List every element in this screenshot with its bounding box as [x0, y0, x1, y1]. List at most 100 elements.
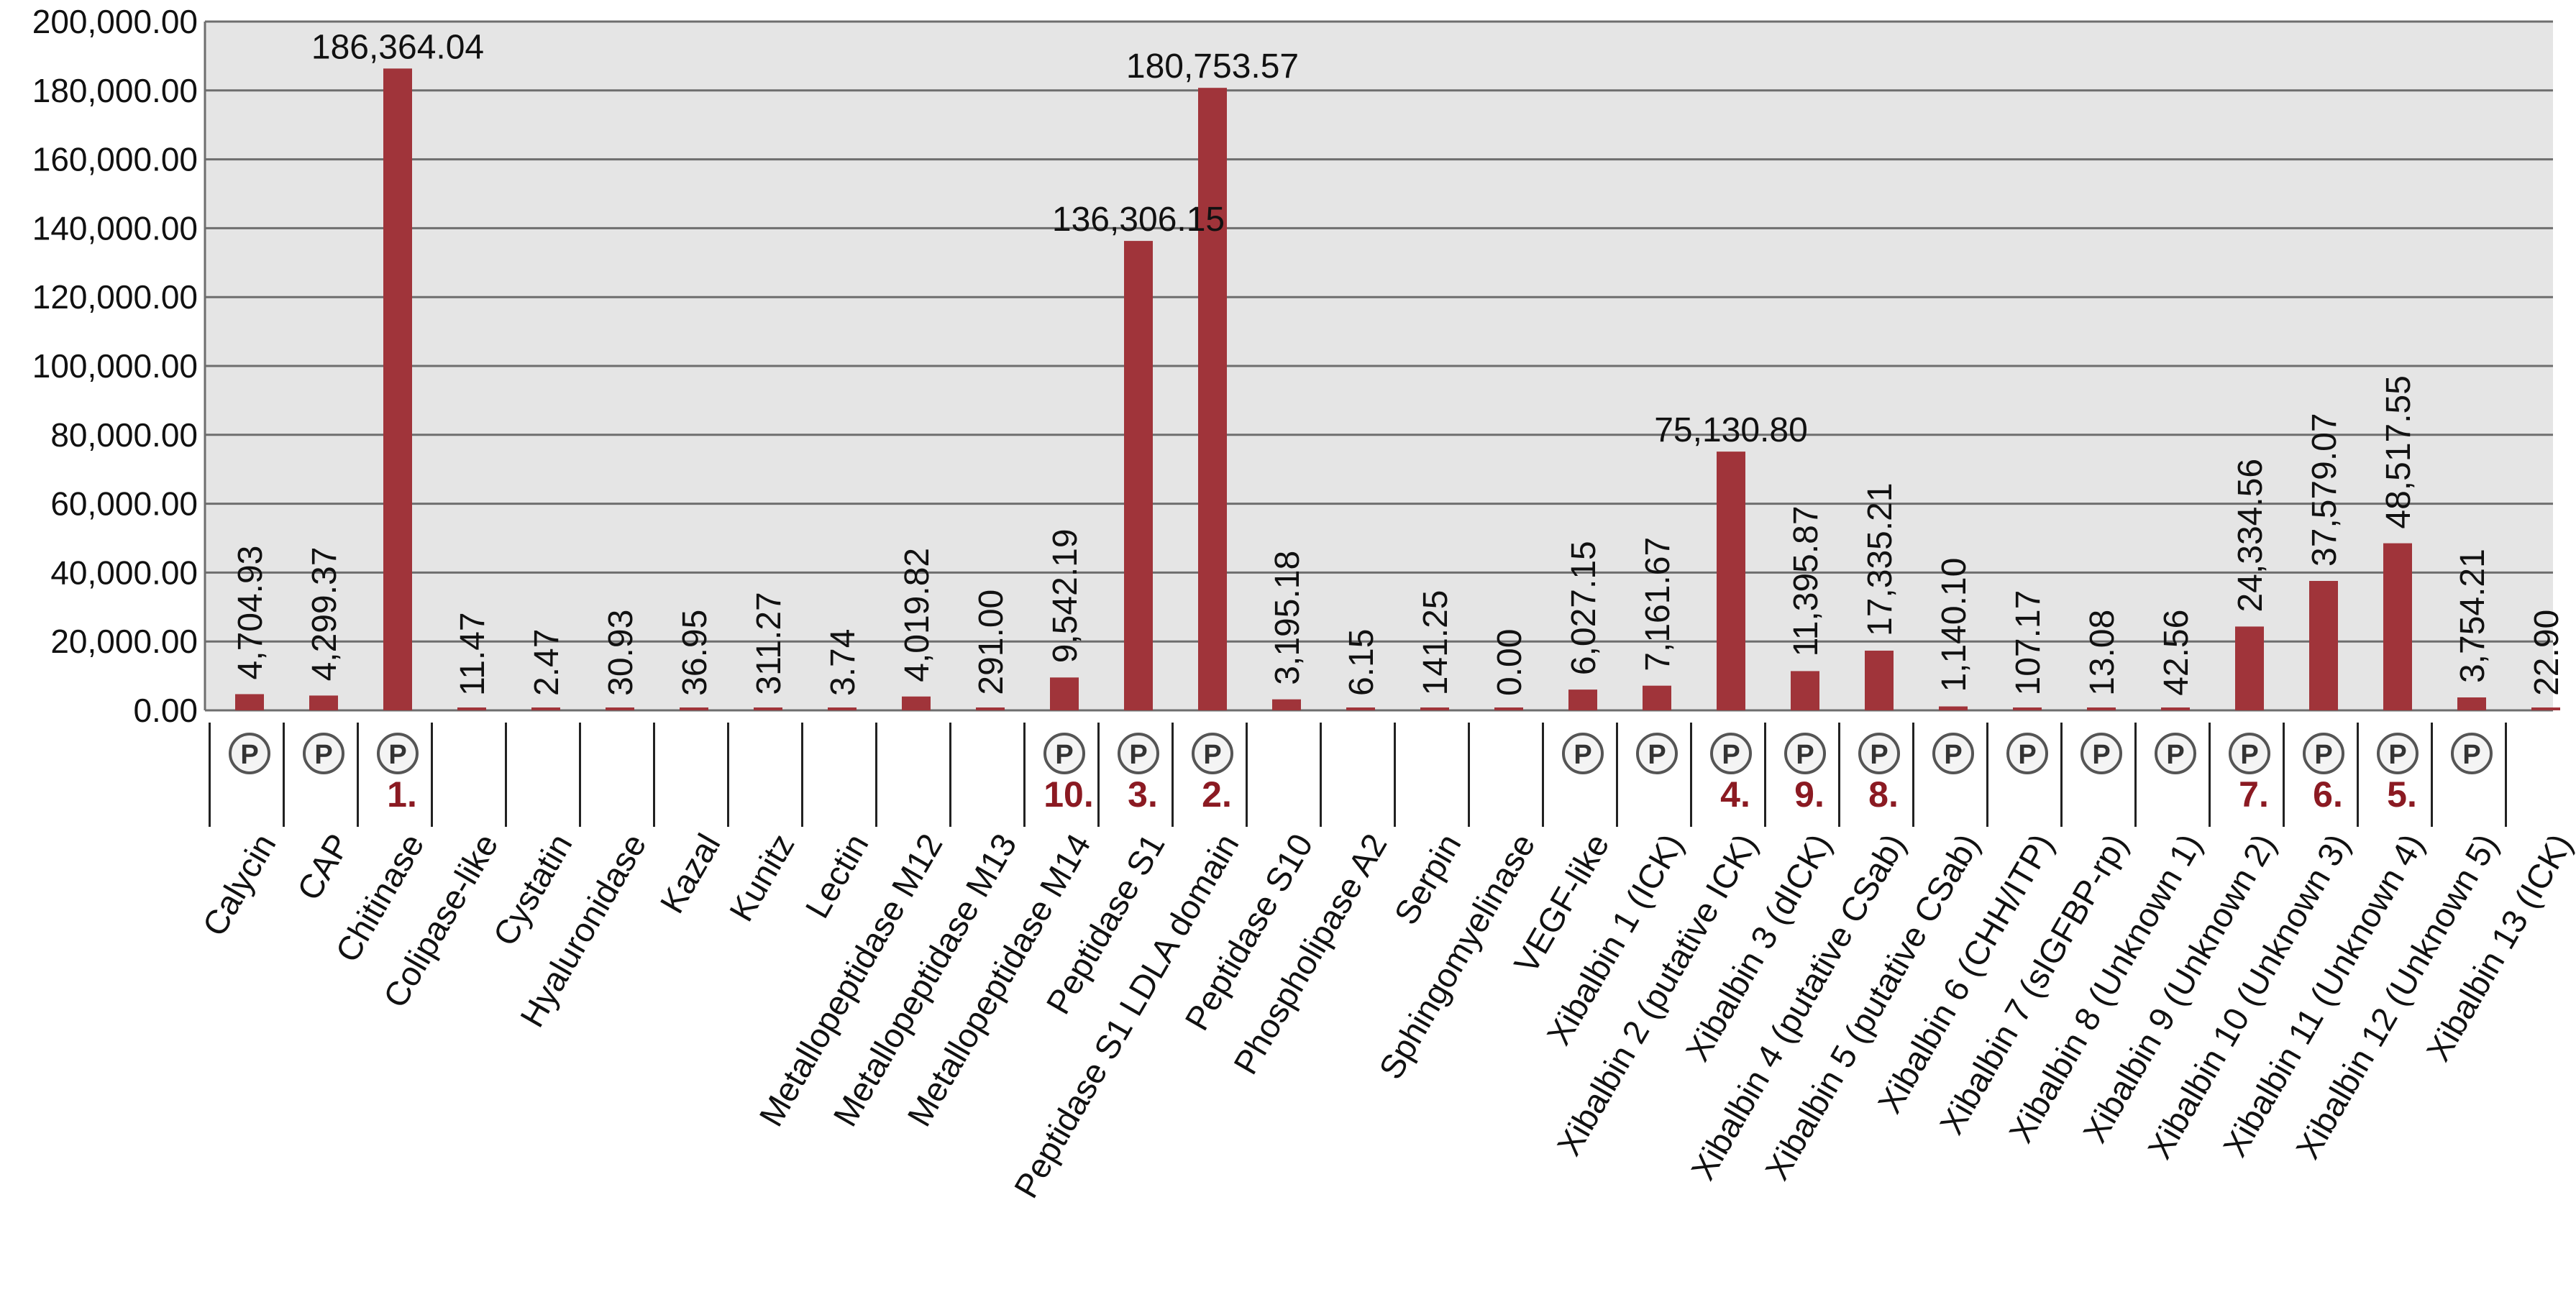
bar — [606, 707, 634, 710]
bar-value-label: 180,753.57 — [1126, 47, 1299, 86]
bar-value-label: 141.25 — [1417, 590, 1455, 696]
protein-p-icon: P — [2452, 734, 2491, 773]
rank-label: 8. — [1868, 774, 1899, 815]
bar — [2383, 544, 2412, 710]
y-tick-label: 20,000.00 — [50, 623, 198, 660]
bar — [457, 707, 486, 710]
bar — [531, 707, 560, 710]
bar-value-label: 2.47 — [528, 629, 566, 696]
category-label: Lectin — [798, 828, 876, 925]
bar — [2161, 707, 2190, 710]
category-label: Kazal — [652, 828, 728, 920]
bar-value-label: 311.27 — [750, 592, 788, 695]
bar — [1717, 452, 1745, 710]
bar — [2457, 697, 2486, 710]
protein-icon-letter: P — [1796, 740, 1814, 770]
category-label: Calycin — [195, 828, 283, 943]
y-tick-label: 140,000.00 — [32, 209, 198, 247]
bar-value-label: 0.00 — [1491, 629, 1529, 696]
bar — [309, 695, 338, 710]
rank-label: 1. — [387, 774, 417, 815]
bar-value-label: 9,542.19 — [1046, 528, 1084, 663]
y-tick-label: 80,000.00 — [50, 416, 198, 454]
protein-icon-letter: P — [2092, 740, 2110, 770]
protein-p-icon: P — [1934, 734, 1973, 773]
protein-p-icon: P — [2156, 734, 2195, 773]
protein-icon-letter: P — [1722, 740, 1740, 770]
bar — [1346, 707, 1375, 710]
protein-icon-letter: P — [2018, 740, 2036, 770]
bar-value-label: 4,299.37 — [306, 547, 344, 682]
protein-icon-letter: P — [2166, 740, 2184, 770]
bar-value-label: 107.17 — [2009, 590, 2047, 696]
bar — [1050, 677, 1079, 710]
protein-icon-letter: P — [1944, 740, 1962, 770]
bar-value-label: 7,161.67 — [1639, 537, 1677, 672]
protein-p-icon: P — [304, 734, 343, 773]
bar-value-label: 11,395.87 — [1787, 505, 1825, 656]
rank-label: 7. — [2239, 774, 2269, 815]
y-tick-label: 100,000.00 — [32, 347, 198, 385]
protein-icon-letter: P — [1055, 740, 1073, 770]
protein-p-icon: P — [2230, 734, 2269, 773]
y-tick-label: 60,000.00 — [50, 485, 198, 523]
protein-p-icon: P — [2378, 734, 2417, 773]
category-label: Serpin — [1387, 828, 1469, 931]
bar-value-label: 4,019.82 — [898, 548, 936, 682]
bar-value-label: 22.90 — [2528, 610, 2566, 696]
protein-icon-letter: P — [240, 740, 258, 770]
protein-icon-letter: P — [314, 740, 332, 770]
bar-value-label: 13.08 — [2083, 610, 2121, 696]
rank-label: 3. — [1128, 774, 1158, 815]
bar-value-label: 24,334.56 — [2232, 459, 2270, 613]
bar — [2235, 626, 2264, 710]
y-tick-label: 200,000.00 — [32, 3, 198, 40]
protein-p-icon: P — [2082, 734, 2121, 773]
bar-value-label: 6.15 — [1343, 629, 1381, 696]
bar — [754, 707, 782, 710]
bar-value-label: 75,130.80 — [1654, 411, 1808, 449]
y-tick-label: 0.00 — [133, 692, 198, 729]
bar — [828, 707, 857, 710]
protein-p-icon: P — [378, 734, 417, 773]
protein-icon-letter: P — [1574, 740, 1591, 770]
bar-value-label: 48,517.55 — [2380, 375, 2418, 529]
bar-value-label: 3,754.21 — [2454, 549, 2492, 683]
protein-p-icon: P — [1045, 734, 1084, 773]
bar — [1791, 671, 1819, 710]
bar-value-label: 17,335.21 — [1861, 482, 1899, 636]
protein-icon-letter: P — [388, 740, 406, 770]
bar-value-label: 3.74 — [824, 629, 862, 696]
protein-icon-letter: P — [2314, 740, 2332, 770]
protein-p-icon: P — [1712, 734, 1750, 773]
rank-label: 6. — [2313, 774, 2343, 815]
bar — [235, 694, 264, 710]
y-tick-label: 40,000.00 — [50, 554, 198, 591]
bar — [1568, 689, 1597, 710]
bar — [2531, 707, 2560, 710]
protein-p-icon: P — [1119, 734, 1158, 773]
protein-icon-letter: P — [1129, 740, 1147, 770]
bar-value-label: 30.93 — [602, 610, 640, 696]
protein-icon-letter: P — [1648, 740, 1666, 770]
bar — [902, 697, 931, 710]
bar-value-label: 3,195.18 — [1269, 551, 1307, 685]
y-tick-label: 160,000.00 — [32, 141, 198, 178]
category-label: CAP — [289, 828, 357, 907]
bar — [2013, 707, 2042, 710]
bar — [2309, 581, 2338, 710]
protein-icon-letter: P — [2462, 740, 2480, 770]
bar-value-label: 37,579.07 — [2306, 413, 2344, 567]
bar — [1865, 651, 1894, 710]
protein-p-icon: P — [2008, 734, 2047, 773]
rank-label: 9. — [1794, 774, 1824, 815]
protein-p-icon: P — [1638, 734, 1676, 773]
bar-value-label: 6,027.15 — [1565, 541, 1603, 675]
bar — [680, 707, 708, 710]
protein-icon-letter: P — [2388, 740, 2406, 770]
y-axis-tick-labels: 0.00 20,000.00 40,000.00 60,000.00 80,000.00… — [32, 3, 198, 729]
bar — [1939, 707, 1968, 710]
bar — [383, 68, 412, 710]
